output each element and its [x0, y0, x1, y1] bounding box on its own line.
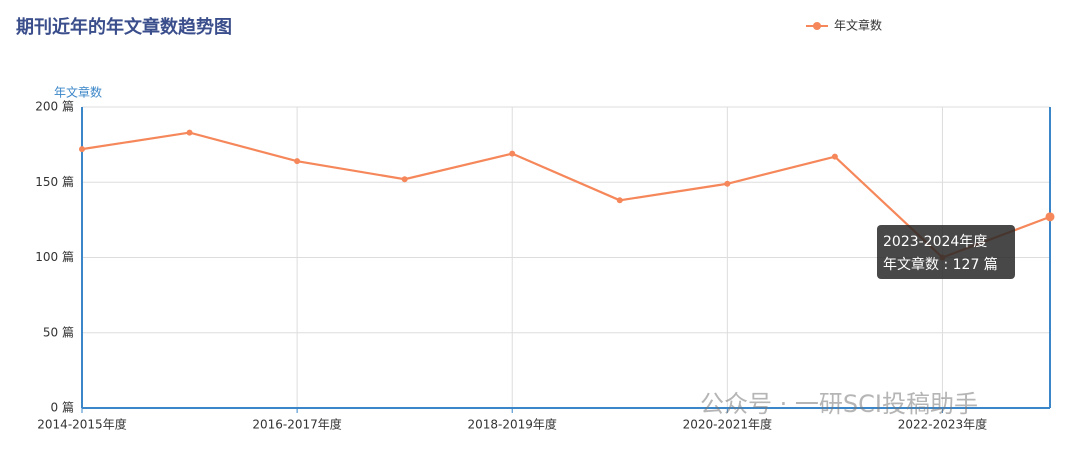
- series-line: [81, 131, 1051, 259]
- data-point: [1045, 212, 1055, 222]
- watermark: 公众号 · 一研SCI投稿助手: [700, 390, 978, 418]
- data-point: [509, 150, 516, 157]
- tooltip-title: 2023-2024年度: [883, 234, 987, 250]
- y-tick-label: 150 篇: [35, 174, 74, 189]
- data-point: [831, 153, 838, 160]
- x-tick-label: 2018-2019年度: [468, 417, 557, 432]
- tooltip-sep: :: [939, 257, 953, 273]
- tooltip-series: 年文章数: [883, 256, 939, 273]
- chart-title: 期刊近年的年文章数趋势图: [16, 16, 232, 38]
- x-tick-label: 2016-2017年度: [252, 417, 341, 432]
- x-tick-label: 2022-2023年度: [898, 417, 987, 432]
- tooltip-number: 127 篇: [953, 257, 998, 273]
- x-tick-label: 2014-2015年度: [37, 417, 126, 432]
- x-tick-label: 2020-2021年度: [683, 417, 772, 432]
- y-tick-label: 100 篇: [35, 249, 74, 264]
- y-axis-label: 年文章数: [54, 85, 102, 100]
- tooltip-value: 年文章数 : 127 篇: [883, 256, 998, 273]
- data-point: [186, 129, 193, 136]
- data-point: [616, 197, 623, 204]
- y-tick-label: 200 篇: [35, 99, 74, 114]
- data-point: [79, 146, 85, 153]
- data-point: [724, 180, 731, 187]
- y-tick-label: 50 篇: [43, 324, 74, 339]
- tooltip-box: [877, 225, 1015, 279]
- y-tick-label: 0 篇: [51, 400, 74, 415]
- data-point: [401, 176, 408, 183]
- data-point: [294, 158, 301, 165]
- legend-marker: [813, 22, 821, 30]
- legend-label: 年文章数: [834, 18, 882, 33]
